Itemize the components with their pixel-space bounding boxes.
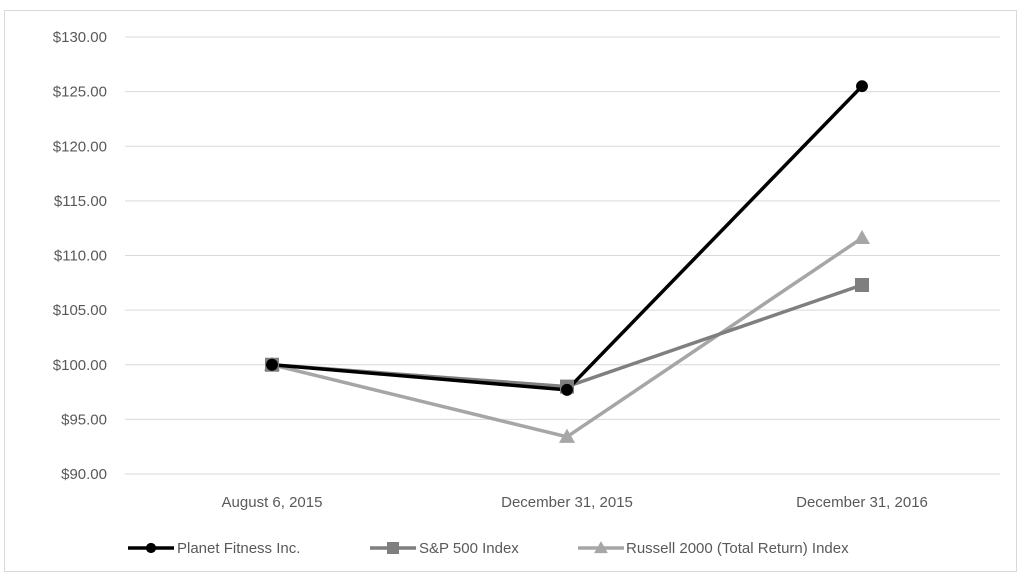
y-tick-label: $115.00 xyxy=(54,193,107,210)
legend-label: S&P 500 Index xyxy=(419,540,519,557)
x-tick-label: December 31, 2015 xyxy=(501,494,633,511)
legend-marker xyxy=(594,541,608,554)
legend-item-1: S&P 500 Index xyxy=(370,540,519,557)
y-tick-label: $120.00 xyxy=(53,138,107,155)
series-0-point-0 xyxy=(266,358,278,371)
legend-label: Russell 2000 (Total Return) Index xyxy=(626,540,849,557)
series-0-point-2 xyxy=(856,80,868,93)
x-axis-tick-labels: August 6, 2015 December 31, 2015 December … xyxy=(222,494,928,511)
y-tick-label: $90.00 xyxy=(61,466,107,483)
legend-label: Planet Fitness Inc. xyxy=(177,540,300,557)
y-tick-label: $125.00 xyxy=(53,84,107,101)
legend-item-0: Planet Fitness Inc. xyxy=(128,540,300,557)
series-markers xyxy=(263,80,871,443)
series-2-point-2 xyxy=(853,229,871,245)
y-tick-label: $110.00 xyxy=(54,248,107,265)
series-line-2 xyxy=(271,236,863,439)
y-tick-label: $95.00 xyxy=(61,411,107,428)
legend: Planet Fitness Inc. S&P 500 Index Russell … xyxy=(128,540,849,557)
y-axis-tick-labels: $90.00 $95.00 $100.00 $105.00 $110.00 $115.00… xyxy=(53,29,107,483)
x-tick-label: August 6, 2015 xyxy=(222,494,323,511)
grid-lines xyxy=(125,36,1000,475)
legend-item-2: Russell 2000 (Total Return) Index xyxy=(578,540,849,557)
y-tick-label: $130.00 xyxy=(53,29,107,46)
legend-marker xyxy=(145,542,157,554)
series-1-point-2 xyxy=(855,277,869,292)
series-line-0 xyxy=(271,84,864,392)
series-2-point-1 xyxy=(558,428,576,443)
y-tick-label: $100.00 xyxy=(53,357,107,374)
y-tick-label: $105.00 xyxy=(53,302,107,319)
series-0-point-1 xyxy=(561,383,573,396)
legend-marker xyxy=(387,542,399,554)
x-tick-label: December 31, 2016 xyxy=(796,494,928,511)
